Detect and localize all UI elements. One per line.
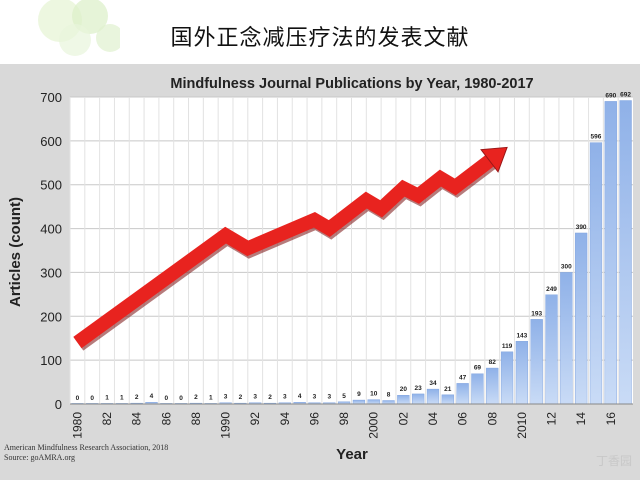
x-tick-label: 1990 bbox=[219, 412, 233, 439]
data-label: 0 bbox=[76, 395, 80, 402]
x-tick-label: 88 bbox=[189, 412, 203, 426]
x-tick-label: 2010 bbox=[515, 412, 529, 439]
data-label: 9 bbox=[357, 391, 361, 398]
data-label: 1 bbox=[209, 395, 213, 402]
data-label: 2 bbox=[268, 394, 272, 401]
source-line-2: Source: goAMRA.org bbox=[4, 453, 75, 462]
data-label: 2 bbox=[135, 394, 139, 401]
data-label: 119 bbox=[502, 343, 513, 350]
bar bbox=[412, 393, 425, 405]
data-label: 300 bbox=[561, 263, 572, 270]
x-axis-label: Year bbox=[336, 446, 368, 463]
watermark: 丁香园 bbox=[595, 454, 632, 468]
y-tick-label: 600 bbox=[40, 134, 62, 149]
bar bbox=[471, 373, 484, 405]
bar bbox=[589, 142, 603, 405]
y-tick-label: 0 bbox=[55, 397, 62, 412]
y-tick-label: 400 bbox=[40, 222, 62, 237]
x-tick-label: 98 bbox=[337, 412, 351, 426]
bar bbox=[619, 100, 632, 405]
x-tick-label: 14 bbox=[574, 412, 588, 426]
bar bbox=[515, 341, 529, 405]
y-tick-label: 500 bbox=[40, 178, 62, 193]
data-label: 23 bbox=[415, 385, 423, 392]
y-tick-label: 700 bbox=[40, 90, 62, 105]
x-tick-label: 16 bbox=[604, 412, 618, 426]
data-label: 21 bbox=[444, 386, 452, 393]
data-label: 3 bbox=[283, 394, 287, 401]
data-label: 2 bbox=[239, 394, 243, 401]
data-label: 596 bbox=[591, 134, 602, 141]
data-label: 390 bbox=[576, 224, 587, 231]
x-tick-label: 04 bbox=[426, 412, 440, 426]
data-label: 82 bbox=[489, 359, 497, 366]
x-tick-label: 06 bbox=[456, 412, 470, 426]
trend-arrow-head bbox=[480, 146, 508, 173]
data-label: 690 bbox=[605, 92, 616, 99]
bar bbox=[486, 367, 499, 405]
x-tick-label: 08 bbox=[485, 412, 499, 426]
data-label: 3 bbox=[313, 394, 317, 401]
x-tick-label: 2000 bbox=[367, 412, 381, 439]
slide-title: 国外正念减压疗法的发表文献 bbox=[170, 26, 470, 51]
data-label: 47 bbox=[459, 374, 467, 381]
bar bbox=[352, 399, 366, 405]
bar bbox=[456, 383, 469, 405]
data-label: 3 bbox=[224, 394, 228, 401]
data-label: 0 bbox=[164, 395, 168, 402]
x-tick-label: 86 bbox=[159, 412, 173, 426]
data-label: 4 bbox=[150, 393, 154, 400]
data-label: 10 bbox=[370, 391, 378, 398]
data-label: 0 bbox=[90, 395, 94, 402]
bar bbox=[604, 101, 617, 405]
data-label: 3 bbox=[253, 394, 257, 401]
data-label: 69 bbox=[474, 365, 482, 372]
data-label: 20 bbox=[400, 386, 408, 393]
x-tick-label: 84 bbox=[130, 412, 144, 426]
data-label: 5 bbox=[342, 393, 346, 400]
data-label: 3 bbox=[327, 394, 331, 401]
bar bbox=[575, 232, 588, 405]
data-label: 4 bbox=[298, 393, 302, 400]
x-tick-label: 94 bbox=[278, 412, 292, 426]
trend-arrow-shaft bbox=[73, 151, 500, 349]
x-tick-label: 02 bbox=[396, 412, 410, 426]
y-tick-label: 200 bbox=[40, 309, 62, 324]
data-label: 1 bbox=[120, 395, 124, 402]
x-tick-label: 92 bbox=[248, 412, 262, 426]
bar bbox=[426, 388, 440, 405]
data-label: 143 bbox=[516, 332, 527, 339]
clover-decoration-icon bbox=[38, 0, 120, 56]
y-tick-label: 100 bbox=[40, 353, 62, 368]
bar bbox=[560, 272, 573, 405]
data-label: 34 bbox=[429, 380, 437, 387]
data-label: 249 bbox=[546, 286, 557, 293]
x-tick-label: 12 bbox=[545, 412, 559, 426]
bar bbox=[530, 319, 543, 405]
bar bbox=[500, 351, 514, 405]
data-label: 193 bbox=[531, 310, 542, 317]
source-line-1: American Mindfulness Research Associatio… bbox=[4, 443, 169, 452]
x-tick-label: 96 bbox=[307, 412, 321, 426]
data-label: 1 bbox=[105, 395, 109, 402]
bar bbox=[397, 395, 410, 405]
y-tick-label: 300 bbox=[40, 265, 62, 280]
data-label: 8 bbox=[387, 391, 391, 398]
data-label: 2 bbox=[194, 394, 198, 401]
chart-title: Mindfulness Journal Publications by Year… bbox=[170, 76, 533, 92]
data-label: 692 bbox=[620, 92, 631, 99]
x-tick-label: 1980 bbox=[70, 412, 84, 439]
bar bbox=[382, 400, 395, 405]
data-label: 0 bbox=[179, 395, 183, 402]
y-axis-label: Articles (count) bbox=[7, 197, 24, 307]
bar bbox=[441, 394, 454, 405]
x-tick-label: 82 bbox=[100, 412, 114, 426]
source-note: American Mindfulness Research Associatio… bbox=[4, 443, 168, 463]
bar bbox=[367, 399, 380, 405]
bar bbox=[545, 294, 558, 405]
